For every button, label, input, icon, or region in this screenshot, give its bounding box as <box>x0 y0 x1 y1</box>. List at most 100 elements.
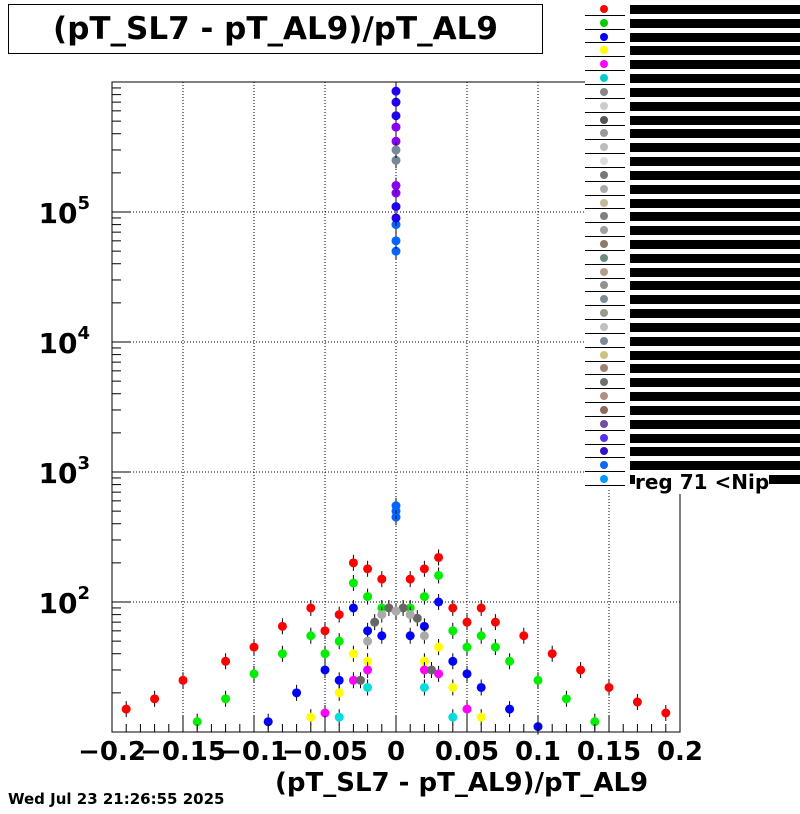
data-point <box>448 626 458 636</box>
chart-title: (pT_SL7 - pT_AL9)/pT_AL9 <box>8 4 543 54</box>
legend-entry-text <box>630 322 800 332</box>
data-point <box>277 649 287 659</box>
legend-rule <box>585 346 625 348</box>
data-point <box>391 111 401 121</box>
legend-rule <box>585 56 625 58</box>
data-point <box>150 694 160 704</box>
data-point <box>320 708 330 718</box>
legend-entry-fragment: reg 71 <Nip <box>635 470 770 494</box>
data-point <box>121 704 131 714</box>
legend-rule <box>585 208 625 210</box>
y-tick-label: 104 <box>39 323 91 360</box>
legend-entry-text <box>630 405 800 415</box>
legend-entry-text <box>630 129 800 139</box>
data-point <box>334 610 344 620</box>
data-point <box>434 570 444 580</box>
legend-rule <box>585 415 625 417</box>
data-point <box>419 621 429 631</box>
legend-marker <box>600 350 608 359</box>
data-point <box>391 122 401 132</box>
axes: −0.2−0.15−0.1−0.05 0 0.05 0.1 0.15 0.2 102 103 1… <box>39 87 703 767</box>
timestamp: Wed Jul 23 21:26:55 2025 <box>8 790 225 808</box>
legend-rule <box>585 236 625 238</box>
legend-marker <box>600 461 608 470</box>
legend-entry-text <box>630 267 800 277</box>
legend-rule <box>585 457 625 459</box>
legend-rule <box>585 70 625 72</box>
legend-entry-text <box>630 170 800 180</box>
legend-marker <box>600 212 608 221</box>
data-point <box>519 631 529 641</box>
data-point <box>292 688 302 698</box>
data-point <box>604 682 614 692</box>
legend-rule <box>585 14 625 16</box>
legend-marker <box>600 253 608 262</box>
legend-rule <box>585 388 625 390</box>
legend-marker <box>600 32 608 41</box>
data-point <box>576 665 586 675</box>
data-point <box>476 631 486 641</box>
legend-entry-text <box>630 46 800 56</box>
legend-marker <box>600 267 608 276</box>
legend-entry-text <box>630 253 800 263</box>
legend-marker <box>600 364 608 373</box>
data-point <box>334 712 344 722</box>
legend-entry-text <box>630 101 800 111</box>
data-point <box>419 592 429 602</box>
legend-marker <box>600 281 608 290</box>
data-point <box>306 631 316 641</box>
legend-entry-text <box>630 74 800 84</box>
legend-marker <box>600 226 608 235</box>
legend-rule <box>585 125 625 127</box>
data-point <box>363 626 373 636</box>
legend-rule <box>585 374 625 376</box>
data-point <box>391 145 401 155</box>
data-point <box>391 606 401 616</box>
data-point <box>462 642 472 652</box>
data-point <box>427 665 436 675</box>
legend-rule <box>585 319 625 321</box>
data-point <box>348 603 358 613</box>
data-point <box>661 708 671 718</box>
data-point <box>448 712 458 722</box>
legend-entry-text <box>630 226 800 236</box>
legend-rule <box>585 194 625 196</box>
legend-marker <box>600 74 608 83</box>
y-tick-label: 102 <box>39 583 91 620</box>
data-point <box>448 682 458 692</box>
legend-rule <box>585 429 625 431</box>
data-point <box>561 694 571 704</box>
data-point <box>320 665 330 675</box>
data-point <box>419 564 429 574</box>
data-point <box>391 86 401 96</box>
legend-marker <box>600 336 608 345</box>
data-point <box>320 649 330 659</box>
legend-entry-text <box>630 115 800 125</box>
legend-marker <box>600 240 608 248</box>
x-axis-label: (pT_SL7 - pT_AL9)/pT_AL9 <box>275 768 649 798</box>
data-point <box>505 704 515 714</box>
data-point <box>505 656 515 666</box>
legend-entry-text <box>630 378 800 388</box>
legend-marker <box>600 433 608 442</box>
legend-marker <box>600 170 608 179</box>
legend-marker <box>600 184 608 193</box>
legend-marker <box>600 447 608 456</box>
data-point <box>363 592 373 602</box>
data-point <box>348 649 358 659</box>
data-point <box>348 578 358 588</box>
data-point <box>334 675 344 685</box>
data-point <box>448 603 458 613</box>
data-point <box>476 712 486 722</box>
legend-marker <box>600 101 608 110</box>
y-tick-label: 105 <box>39 193 91 230</box>
legend-rule <box>585 111 625 113</box>
data-point <box>419 682 429 692</box>
legend-rule <box>585 471 625 473</box>
legend-rule <box>585 83 625 85</box>
data-point <box>391 236 401 246</box>
data-point <box>391 180 401 190</box>
data-point <box>434 669 444 679</box>
data-point <box>377 574 387 584</box>
